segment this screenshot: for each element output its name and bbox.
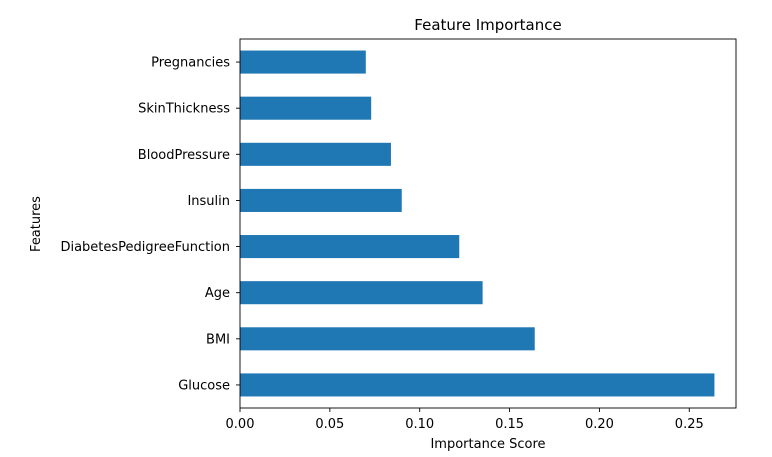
x-tick-label: 0.20 xyxy=(585,417,614,432)
bar-insulin xyxy=(240,188,402,212)
x-ticks-group: 0.00 0.05 0.10 0.15 0.20 0.25 xyxy=(226,408,704,432)
y-tick-label: BloodPressure xyxy=(138,148,230,163)
chart-title: Feature Importance xyxy=(414,16,561,34)
x-tick-label: 0.15 xyxy=(495,417,524,432)
x-tick-label: 0.00 xyxy=(226,417,255,432)
bar-diabetespedigreefunction xyxy=(240,235,460,259)
x-tick-label: 0.25 xyxy=(675,417,704,432)
bar-bloodpressure xyxy=(240,142,391,166)
bar-pregnancies xyxy=(240,50,366,74)
y-tick-label: DiabetesPedigreeFunction xyxy=(60,240,230,255)
bar-age xyxy=(240,281,483,305)
y-tick-label: BMI xyxy=(206,332,230,347)
plot-frame xyxy=(239,38,737,409)
y-tick-label: Glucose xyxy=(178,378,230,393)
x-tick-label: 0.05 xyxy=(315,417,344,432)
y-tick-label: Pregnancies xyxy=(151,56,230,71)
y-axis-label: Features xyxy=(29,196,44,252)
y-ticks-group: Pregnancies SkinThickness BloodPressure Ins… xyxy=(60,56,240,393)
bar-skinthickness xyxy=(240,96,372,120)
bar-bmi xyxy=(240,327,535,351)
bar-glucose xyxy=(240,373,715,397)
y-tick-label: SkinThickness xyxy=(138,102,230,117)
x-axis-label: Importance Score xyxy=(430,437,545,452)
bars-group xyxy=(240,50,715,397)
y-tick-label: Age xyxy=(205,286,230,301)
y-tick-label: Insulin xyxy=(187,194,230,209)
x-tick-label: 0.10 xyxy=(405,417,434,432)
